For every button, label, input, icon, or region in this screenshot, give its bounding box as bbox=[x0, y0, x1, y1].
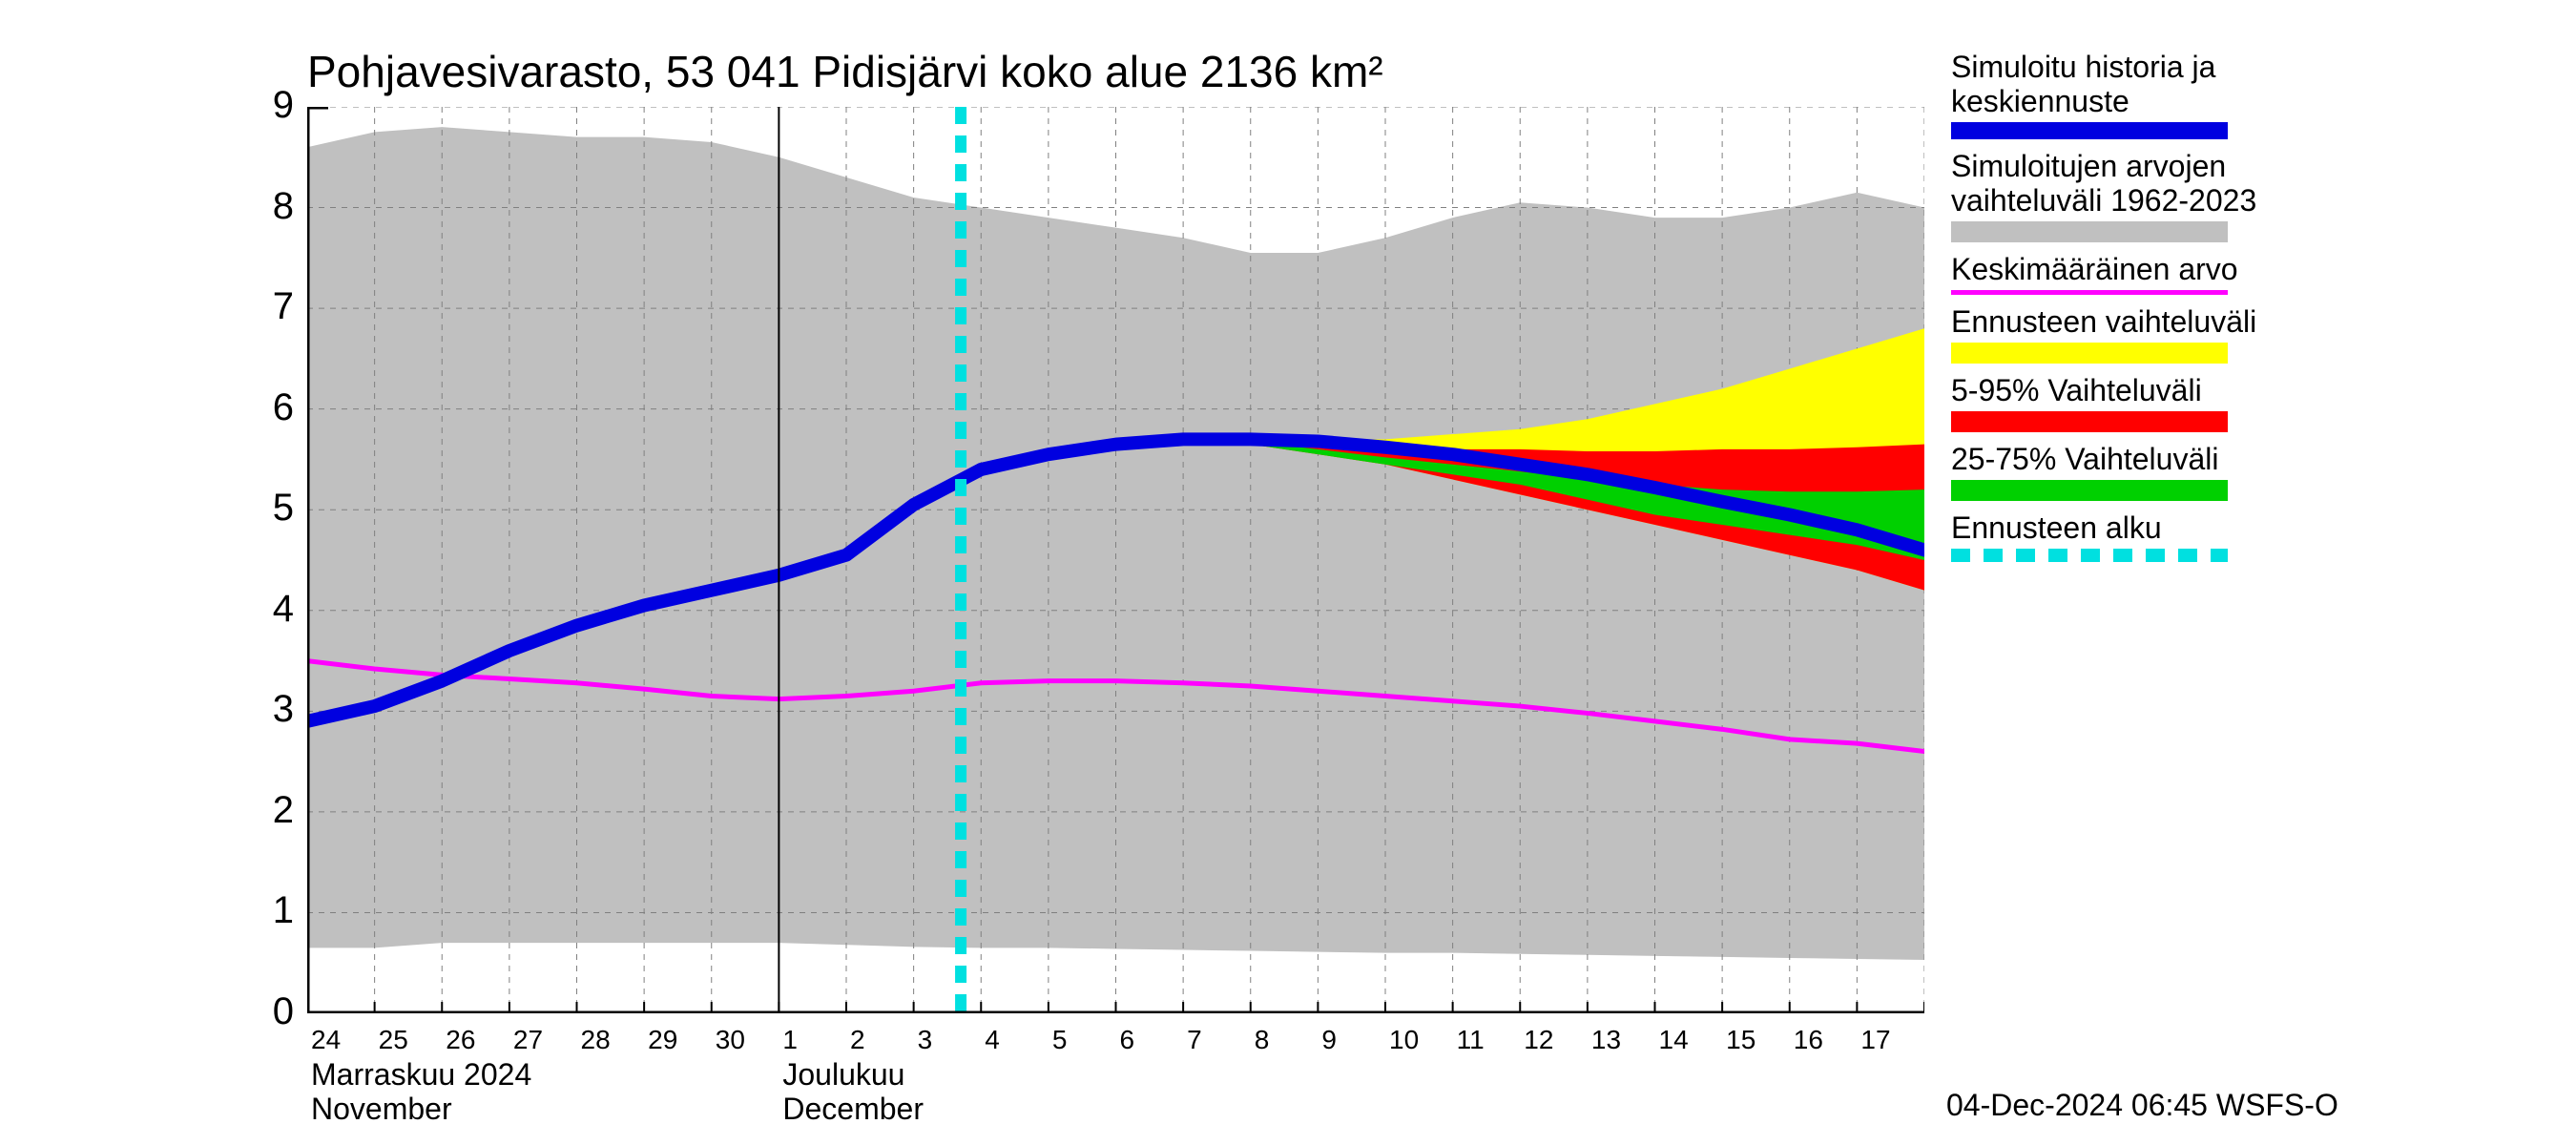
y-tick-label: 4 bbox=[246, 588, 294, 631]
x-tick-label: 24 bbox=[311, 1025, 341, 1055]
legend-entry: 25-75% Vaihteluväli bbox=[1951, 442, 2524, 501]
plot-area bbox=[307, 107, 1924, 1013]
x-tick-label: 25 bbox=[379, 1025, 408, 1055]
x-tick-label: 6 bbox=[1120, 1025, 1135, 1055]
x-tick-label: 10 bbox=[1389, 1025, 1419, 1055]
x-tick-label: 3 bbox=[918, 1025, 933, 1055]
legend-entry: Ennusteen vaihteluväli bbox=[1951, 304, 2524, 364]
x-tick-label: 15 bbox=[1726, 1025, 1755, 1055]
x-tick-label: 26 bbox=[446, 1025, 475, 1055]
y-tick-label: 7 bbox=[246, 285, 294, 328]
x-tick-label: 27 bbox=[513, 1025, 543, 1055]
legend-label: 5-95% Vaihteluväli bbox=[1951, 373, 2524, 407]
x-tick-label: 4 bbox=[985, 1025, 1000, 1055]
y-tick-label: 2 bbox=[246, 789, 294, 832]
x-tick-label: 1 bbox=[782, 1025, 798, 1055]
legend: Simuloitu historia jakeskiennusteSimuloi… bbox=[1951, 50, 2524, 572]
y-tick-label: 3 bbox=[246, 688, 294, 731]
y-tick-label: 8 bbox=[246, 185, 294, 228]
legend-swatch bbox=[1951, 411, 2228, 432]
legend-label: Simuloitujen arvojen bbox=[1951, 149, 2524, 183]
x-tick-label: 8 bbox=[1255, 1025, 1270, 1055]
legend-swatch bbox=[1951, 480, 2228, 501]
plot-svg bbox=[307, 107, 1924, 1013]
legend-entry: Simuloitu historia jakeskiennuste bbox=[1951, 50, 2524, 139]
x-tick-label: 13 bbox=[1591, 1025, 1621, 1055]
y-tick-label: 9 bbox=[246, 84, 294, 127]
legend-swatch bbox=[1951, 122, 2228, 139]
y-tick-label: 6 bbox=[246, 386, 294, 429]
x-tick-label: 16 bbox=[1794, 1025, 1823, 1055]
legend-label: Ennusteen alku bbox=[1951, 510, 2524, 545]
x-month-label-en: December bbox=[782, 1092, 924, 1127]
y-tick-label: 5 bbox=[246, 487, 294, 530]
x-tick-label: 2 bbox=[850, 1025, 865, 1055]
legend-entry: Simuloitujen arvojenvaihteluväli 1962-20… bbox=[1951, 149, 2524, 242]
legend-entry: Ennusteen alku bbox=[1951, 510, 2524, 562]
x-tick-label: 9 bbox=[1321, 1025, 1337, 1055]
legend-label: Simuloitu historia ja bbox=[1951, 50, 2524, 84]
y-tick-label: 1 bbox=[246, 889, 294, 932]
legend-swatch bbox=[1951, 343, 2228, 364]
legend-label: vaihteluväli 1962-2023 bbox=[1951, 183, 2524, 218]
chart-container: Pohjavesivarasto / Groundwater storage m… bbox=[0, 0, 2576, 1145]
x-tick-label: 7 bbox=[1187, 1025, 1202, 1055]
x-tick-label: 17 bbox=[1860, 1025, 1890, 1055]
x-tick-label: 14 bbox=[1659, 1025, 1689, 1055]
footer-timestamp: 04-Dec-2024 06:45 WSFS-O bbox=[1946, 1088, 2338, 1123]
y-tick-label: 0 bbox=[246, 990, 294, 1033]
legend-entry: 5-95% Vaihteluväli bbox=[1951, 373, 2524, 432]
legend-swatch bbox=[1951, 290, 2228, 295]
legend-entry: Keskimääräinen arvo bbox=[1951, 252, 2524, 295]
x-tick-label: 30 bbox=[716, 1025, 745, 1055]
legend-swatch bbox=[1951, 221, 2228, 242]
x-tick-label: 5 bbox=[1052, 1025, 1068, 1055]
x-tick-label: 12 bbox=[1524, 1025, 1553, 1055]
x-month-label: Marraskuu 2024 bbox=[311, 1057, 531, 1093]
x-tick-label: 29 bbox=[648, 1025, 677, 1055]
x-tick-label: 11 bbox=[1457, 1025, 1485, 1055]
legend-label: Keskimääräinen arvo bbox=[1951, 252, 2524, 286]
x-month-label-en: November bbox=[311, 1092, 452, 1127]
x-tick-label: 28 bbox=[581, 1025, 611, 1055]
chart-title: Pohjavesivarasto, 53 041 Pidisjärvi koko… bbox=[307, 46, 1383, 97]
x-month-label: Joulukuu bbox=[782, 1057, 904, 1093]
legend-label: keskiennuste bbox=[1951, 84, 2524, 118]
legend-swatch bbox=[1951, 549, 2228, 562]
legend-label: Ennusteen vaihteluväli bbox=[1951, 304, 2524, 339]
legend-label: 25-75% Vaihteluväli bbox=[1951, 442, 2524, 476]
